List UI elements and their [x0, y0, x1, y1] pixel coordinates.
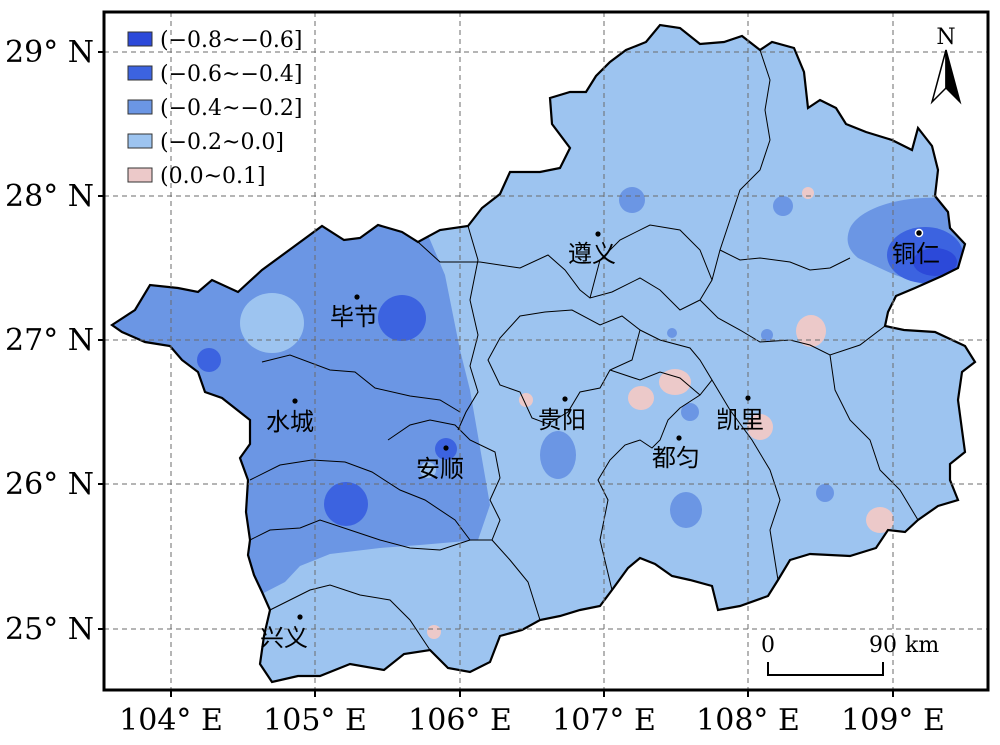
- zone-bijie-low: [378, 295, 426, 341]
- blob-ne1: [773, 196, 793, 216]
- city-label-kaili: 凯里: [716, 406, 764, 434]
- blob-west: [197, 348, 221, 372]
- frame-ticks: [98, 51, 894, 697]
- lat-label-27: 27° N: [5, 323, 94, 358]
- boundary-duyun: [711, 379, 781, 581]
- legend-swatch-2: [127, 65, 153, 81]
- zone-bijie-high: [240, 293, 304, 353]
- lon-label-107: 107° E: [552, 703, 656, 738]
- city-label-xingyi: 兴义: [260, 624, 308, 652]
- blob-zunyi: [619, 187, 645, 213]
- scale-bar-line: [767, 662, 884, 676]
- lat-label-28: 28° N: [5, 179, 94, 214]
- north-arrow-icon: [930, 49, 947, 105]
- map-frame: [102, 10, 990, 692]
- legend-label-4: (−0.2~0.0]: [160, 130, 284, 155]
- city-point-duyun: [676, 435, 682, 441]
- boundary-qiannan-west: [491, 539, 541, 621]
- boundary-county-4: [269, 584, 431, 651]
- pos-4: [796, 315, 826, 347]
- lon-label-105: 105° E: [263, 703, 367, 738]
- boundary-qiannan-east: [597, 329, 713, 591]
- scale-unit-label: km: [905, 633, 939, 658]
- pos-1: [659, 369, 691, 395]
- legend-label-5: (0.0~0.1]: [160, 164, 266, 189]
- north-label: N: [936, 25, 955, 50]
- blob-duyun: [670, 492, 702, 528]
- city-label-bijie: 毕节: [330, 303, 378, 331]
- prefecture-boundaries: [249, 49, 919, 651]
- boundary-guiyang: [487, 309, 641, 425]
- scale-start-label: 0: [761, 633, 775, 658]
- city-label-zunyi: 遵义: [568, 240, 616, 268]
- legend-swatch-1: [127, 31, 153, 47]
- boundary-zunyi-south: [417, 241, 701, 311]
- blob-center: [667, 328, 677, 338]
- city-labels: 遵义 毕节 铜仁 水城 贵阳 凯里 安顺 都匀 兴义: [260, 240, 940, 652]
- boundary-anshun: [387, 419, 501, 541]
- latitude-labels: 29° N 28° N 27° N 26° N 25° N: [5, 35, 94, 647]
- pos-8: [427, 625, 441, 639]
- city-point-anshun: [443, 445, 449, 451]
- boundary-county-2: [609, 369, 701, 396]
- scale-end-label: 90: [869, 633, 897, 658]
- city-point-bijie: [354, 294, 360, 300]
- zone-tongren-core: [913, 248, 957, 276]
- legend: (−0.8~−0.6] (−0.6~−0.4] (−0.4~−0.2] (−0.…: [127, 28, 302, 189]
- lat-label-29: 29° N: [5, 35, 94, 70]
- lat-label-26: 26° N: [5, 467, 94, 502]
- lon-label-109: 109° E: [841, 703, 945, 738]
- city-point-guiyang: [562, 396, 568, 402]
- boundary-xingyi: [249, 519, 471, 551]
- city-points: [292, 228, 924, 620]
- legend-swatch-5: [127, 167, 153, 183]
- legend-label-1: (−0.8~−0.6]: [160, 28, 302, 53]
- boundary-tongren-west: [719, 249, 851, 271]
- boundary-county-1: [589, 224, 713, 299]
- pos-5: [802, 187, 814, 199]
- boundary-bijie-east: [457, 225, 479, 431]
- pos-6: [747, 414, 773, 440]
- city-point-shuicheng: [292, 398, 298, 404]
- pos-2: [628, 386, 654, 410]
- legend-label-3: (−0.4~−0.2]: [160, 96, 302, 121]
- lon-label-108: 108° E: [696, 703, 800, 738]
- lat-label-25: 25° N: [5, 612, 94, 647]
- boundary-tongren-north: [699, 49, 771, 301]
- scale-bar: 0 90 km: [761, 633, 939, 676]
- legend-swatch-3: [127, 99, 153, 115]
- graticule: [104, 12, 988, 690]
- lon-label-106: 106° E: [408, 703, 512, 738]
- boundary-shuicheng-south: [249, 459, 471, 541]
- zone-west-low: [324, 482, 368, 526]
- north-arrow: N: [930, 25, 962, 105]
- blob-se: [816, 484, 834, 502]
- city-point-zunyi: [595, 231, 601, 237]
- legend-label-2: (−0.6~−0.4]: [160, 62, 302, 87]
- blob-anshun: [420, 462, 436, 478]
- pos-7: [866, 507, 894, 533]
- city-label-anshun: 安顺: [416, 455, 464, 483]
- blob-ne2: [761, 329, 773, 341]
- lon-label-104: 104° E: [119, 703, 223, 738]
- boundary-county-3: [829, 354, 919, 521]
- city-point-kaili: [745, 395, 751, 401]
- legend-swatch-4: [127, 133, 153, 149]
- province-boundary: [110, 23, 977, 684]
- city-label-guiyang: 贵阳: [538, 406, 586, 434]
- city-label-shuicheng: 水城: [266, 408, 314, 436]
- longitude-labels: 104° E 105° E 106° E 107° E 108° E 109° …: [119, 703, 945, 738]
- blob-kaili: [681, 403, 699, 421]
- city-label-tongren: 铜仁: [892, 240, 940, 268]
- blob-guiyang: [540, 431, 576, 479]
- city-point-tongren: [914, 228, 924, 238]
- boundary-bijie-south: [261, 354, 461, 413]
- city-label-duyun: 都匀: [652, 444, 700, 472]
- city-point-xingyi: [297, 614, 303, 620]
- zone-west: [112, 212, 490, 600]
